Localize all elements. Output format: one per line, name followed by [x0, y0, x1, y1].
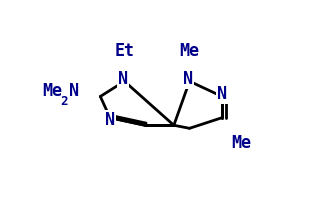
Text: Me: Me — [231, 135, 251, 152]
Text: N: N — [217, 85, 227, 103]
Text: Me: Me — [42, 82, 62, 100]
Text: N: N — [105, 111, 115, 129]
Text: N: N — [69, 82, 79, 100]
Text: N: N — [118, 70, 128, 88]
Text: Me: Me — [179, 42, 200, 60]
Text: Et: Et — [114, 42, 134, 60]
Text: N: N — [183, 70, 193, 88]
Text: 2: 2 — [60, 95, 68, 108]
